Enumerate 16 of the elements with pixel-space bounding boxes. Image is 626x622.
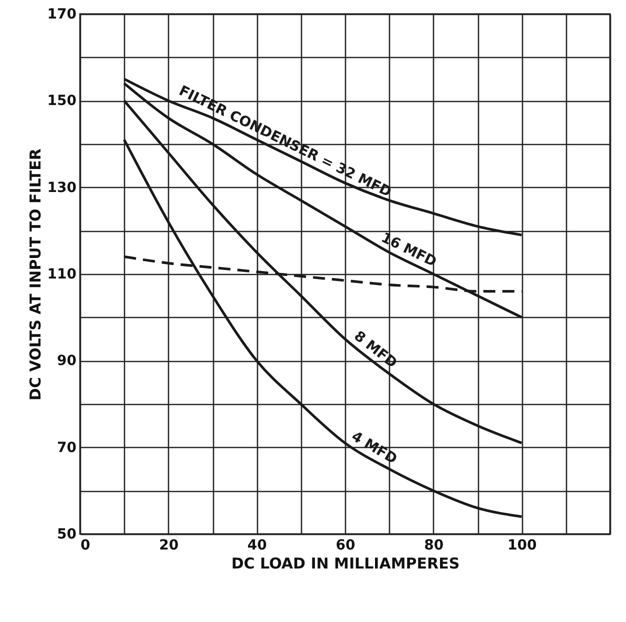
y-tick-label: 50 bbox=[57, 526, 77, 542]
y-tick-label: 70 bbox=[57, 440, 77, 456]
y-tick-label: 110 bbox=[47, 266, 77, 282]
x-tick-label: 20 bbox=[159, 538, 179, 554]
y-tick-label: 130 bbox=[47, 180, 77, 196]
text: 16 MFD bbox=[378, 230, 439, 270]
x-tick-label: 0 bbox=[80, 538, 90, 554]
x-tick-label: 40 bbox=[247, 538, 268, 554]
y-tick-label: 90 bbox=[57, 353, 77, 370]
y-tick-label: 150 bbox=[47, 93, 77, 110]
x-axis-title: DC LOAD IN MILLIAMPERES bbox=[231, 554, 460, 572]
x-tick-label: 60 bbox=[336, 538, 356, 554]
x-tick-label: 80 bbox=[424, 538, 444, 554]
x-tick-label: 100 bbox=[508, 538, 538, 554]
y-axis-title: DC VOLTS AT INPUT TO FILTER bbox=[26, 148, 44, 400]
y-tick-label: 170 bbox=[47, 6, 77, 22]
